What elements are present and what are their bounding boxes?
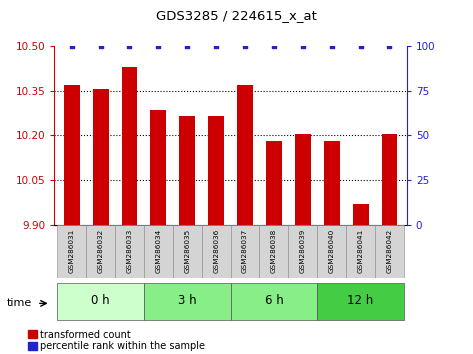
Text: GSM286033: GSM286033 <box>126 229 132 273</box>
Bar <box>382 134 397 225</box>
Text: transformed count: transformed count <box>40 330 131 339</box>
FancyBboxPatch shape <box>57 284 144 320</box>
Text: GSM286034: GSM286034 <box>155 229 161 273</box>
Bar <box>179 116 195 225</box>
Text: GSM286038: GSM286038 <box>271 229 277 273</box>
Bar <box>28 330 37 338</box>
Text: GDS3285 / 224615_x_at: GDS3285 / 224615_x_at <box>156 9 317 22</box>
Point <box>357 43 364 49</box>
Bar <box>122 67 138 225</box>
Text: GSM286041: GSM286041 <box>358 229 364 273</box>
Text: GSM286040: GSM286040 <box>329 229 335 273</box>
Bar <box>237 85 253 225</box>
Text: GSM286037: GSM286037 <box>242 229 248 273</box>
Bar <box>28 342 37 350</box>
Text: GSM286042: GSM286042 <box>386 229 393 273</box>
Bar <box>93 89 108 225</box>
FancyBboxPatch shape <box>201 225 230 278</box>
Text: percentile rank within the sample: percentile rank within the sample <box>40 341 205 351</box>
Bar <box>208 116 224 225</box>
Point <box>212 43 220 49</box>
FancyBboxPatch shape <box>230 284 317 320</box>
FancyBboxPatch shape <box>260 225 289 278</box>
Point <box>155 43 162 49</box>
Point <box>126 43 133 49</box>
FancyBboxPatch shape <box>173 225 201 278</box>
FancyBboxPatch shape <box>57 225 86 278</box>
Bar <box>266 141 282 225</box>
FancyBboxPatch shape <box>317 225 346 278</box>
Bar <box>150 110 166 225</box>
Text: 12 h: 12 h <box>348 295 374 308</box>
Point <box>184 43 191 49</box>
Text: GSM286036: GSM286036 <box>213 229 219 273</box>
Bar <box>353 204 368 225</box>
Text: 3 h: 3 h <box>178 295 197 308</box>
Text: 0 h: 0 h <box>91 295 110 308</box>
FancyBboxPatch shape <box>86 225 115 278</box>
FancyBboxPatch shape <box>144 284 230 320</box>
FancyBboxPatch shape <box>144 225 173 278</box>
FancyBboxPatch shape <box>346 225 375 278</box>
Text: 6 h: 6 h <box>264 295 283 308</box>
Text: time: time <box>7 298 32 308</box>
Point <box>97 43 105 49</box>
Point <box>241 43 249 49</box>
Text: GSM286039: GSM286039 <box>300 229 306 273</box>
Point <box>68 43 76 49</box>
Bar <box>295 134 311 225</box>
FancyBboxPatch shape <box>230 225 260 278</box>
Point <box>385 43 393 49</box>
Point <box>299 43 307 49</box>
Point <box>328 43 335 49</box>
Text: GSM286031: GSM286031 <box>69 229 75 273</box>
Bar <box>324 141 340 225</box>
FancyBboxPatch shape <box>375 225 404 278</box>
FancyBboxPatch shape <box>289 225 317 278</box>
Point <box>270 43 278 49</box>
Text: GSM286035: GSM286035 <box>184 229 190 273</box>
FancyBboxPatch shape <box>317 284 404 320</box>
FancyBboxPatch shape <box>115 225 144 278</box>
Bar <box>64 85 79 225</box>
Text: GSM286032: GSM286032 <box>97 229 104 273</box>
